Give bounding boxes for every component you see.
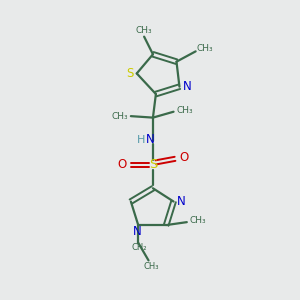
- Text: CH₃: CH₃: [176, 106, 193, 115]
- Text: H: H: [136, 135, 145, 145]
- Text: CH₃: CH₃: [135, 26, 152, 35]
- Text: CH₃: CH₃: [144, 262, 159, 272]
- Text: S: S: [127, 67, 134, 80]
- Text: O: O: [179, 151, 188, 164]
- Text: N: N: [182, 80, 191, 93]
- Text: N: N: [176, 195, 185, 208]
- Text: CH₃: CH₃: [197, 44, 213, 53]
- Text: O: O: [117, 158, 127, 171]
- Text: CH₃: CH₃: [190, 216, 206, 225]
- Text: N: N: [133, 225, 142, 238]
- Text: CH₂: CH₂: [132, 243, 147, 252]
- Text: S: S: [149, 158, 157, 171]
- Text: N: N: [146, 133, 154, 146]
- Text: CH₃: CH₃: [111, 112, 128, 121]
